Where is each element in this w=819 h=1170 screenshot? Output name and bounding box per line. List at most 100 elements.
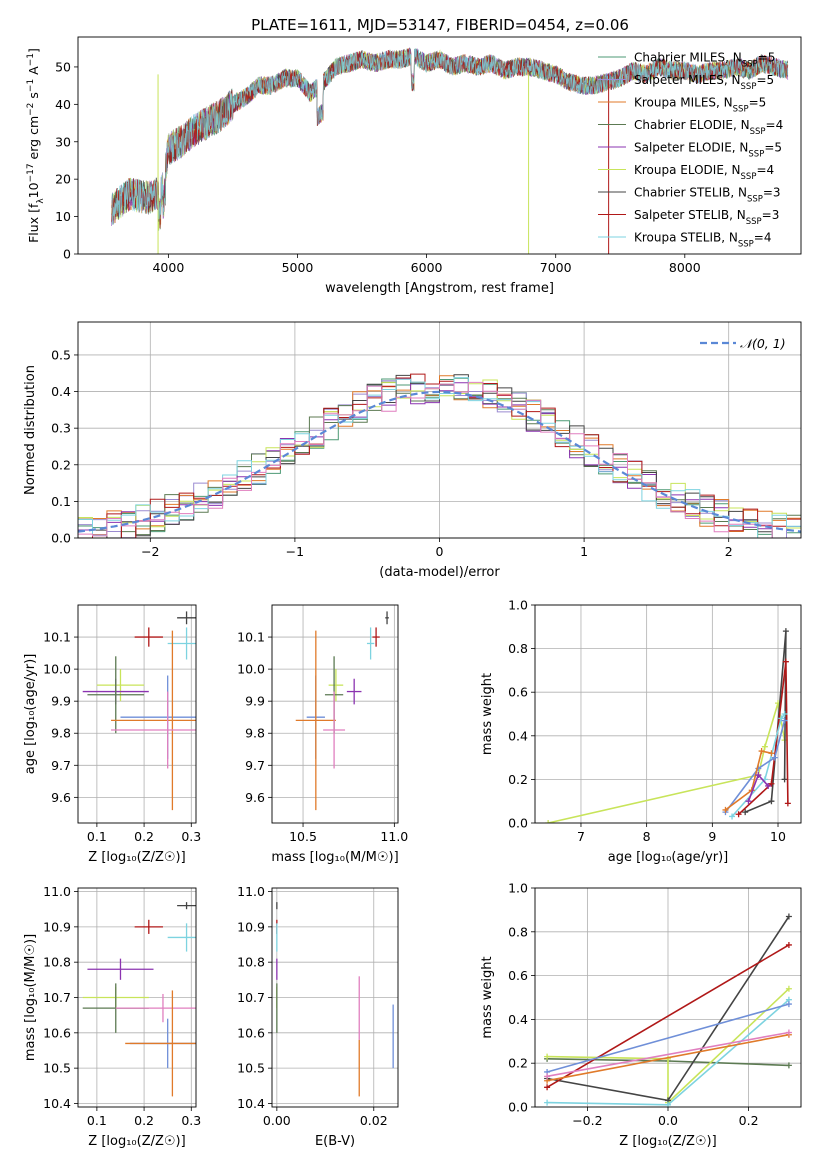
legend-label: Chabrier STELIB, NSSP=3 xyxy=(634,186,781,205)
mass-weight-marker xyxy=(768,750,775,757)
histogram-step xyxy=(78,373,801,538)
y-tick-label: 11.0 xyxy=(237,884,265,899)
plot-area-age_vs_mass xyxy=(295,611,389,811)
y-axis-label: mass weight xyxy=(480,956,495,1038)
x-tick-label: 8000 xyxy=(669,260,701,275)
x-axis-label: Z [log₁₀(Z/Z☉)] xyxy=(619,1134,716,1149)
mass-weight-marker xyxy=(781,776,788,783)
label-part: −17 xyxy=(26,163,36,182)
mass-weight-line xyxy=(546,944,790,1088)
mass-weight-marker xyxy=(722,806,729,813)
x-axis-label: age [log₁₀(age/yr)] xyxy=(608,850,729,865)
y-tick-label: 10.1 xyxy=(237,630,265,645)
mass-weight-line xyxy=(724,720,786,813)
x-tick-label: 0.1 xyxy=(87,829,107,844)
y-tick-label: 0.6 xyxy=(508,968,528,983)
y-tick-label: 0.1 xyxy=(51,494,71,509)
x-tick-label: 9 xyxy=(708,829,716,844)
histogram-step xyxy=(78,381,801,538)
legend-value: =5 xyxy=(764,141,782,155)
label-part: Flux [f xyxy=(26,203,41,243)
axes-age_vs_mass: 10.5 11.0 9.6 9.7 9.8 9.9 10.0 10.1 mass [log₁₀(… xyxy=(237,604,408,865)
mass-weight-marker xyxy=(785,985,792,992)
mass-weight-marker xyxy=(544,1099,551,1106)
y-tick-label: 9.7 xyxy=(245,758,265,773)
y-tick-label: 0.4 xyxy=(508,728,528,743)
y-tick-label: 0.0 xyxy=(51,531,71,546)
y-tick-label: 10.8 xyxy=(237,955,265,970)
axes-spectrum: 4000 5000 6000 7000 8000 0 10 20 30 40 50 wavelengt… xyxy=(26,36,802,296)
x-tick-label: 2 xyxy=(725,544,733,559)
y-tick-label: 0.2 xyxy=(508,1056,528,1071)
label-part: erg cm xyxy=(26,116,41,164)
x-axis-label: wavelength [Angstrom, rest frame] xyxy=(325,281,554,296)
legend-value: =5 xyxy=(749,96,767,110)
y-tick-label: 20 xyxy=(55,172,71,187)
legend-text: Kroupa ELODIE, N xyxy=(634,163,741,177)
legend-text: Kroupa MILES, N xyxy=(634,96,733,110)
mass-weight-line xyxy=(546,1033,790,1082)
legend-text: Chabrier ELODIE, N xyxy=(634,118,750,132)
axes-massweight_vs_age: 7 8 9 10 0.0 0.2 0.4 0.6 0.8 1.0 age [log₁₀(age/yr… xyxy=(480,598,802,865)
x-tick-label: 0.02 xyxy=(360,1113,388,1128)
axes-massweight_vs_Z: −0.2 0.0 0.2 0.0 0.2 0.4 0.6 0.8 1.0 Z [log₁₀(Z/Z… xyxy=(480,881,802,1149)
gaussian-curve xyxy=(78,390,801,533)
y-tick-label: 9.7 xyxy=(51,758,71,773)
legend-label: Chabrier MILES, NSSP=5 xyxy=(634,51,775,70)
y-tick-label: 0.3 xyxy=(51,421,71,436)
mass-weight-marker xyxy=(785,941,792,948)
mass-weight-marker xyxy=(745,798,752,805)
y-tick-label: 30 xyxy=(55,134,71,149)
y-tick-label: 40 xyxy=(55,97,71,112)
axes-frame xyxy=(271,887,399,1108)
legend-sub: SSP xyxy=(748,150,764,160)
mass-weight-marker xyxy=(758,748,765,755)
legend-sub: SSP xyxy=(742,60,758,70)
x-tick-label: 10 xyxy=(770,829,786,844)
mass-weight-marker xyxy=(768,798,775,805)
legend-label: 𝒩(0, 1) xyxy=(740,336,786,351)
x-tick-label: −2 xyxy=(141,544,159,559)
y-tick-label: 10.4 xyxy=(237,1096,265,1111)
y-tick-label: 0 xyxy=(63,247,71,262)
y-tick-label: 0.4 xyxy=(508,1012,528,1027)
x-axis-label: Z [log₁₀(Z/Z☉)] xyxy=(88,1134,185,1149)
y-tick-label: 0.2 xyxy=(508,772,528,787)
x-tick-label: 0.2 xyxy=(739,1113,759,1128)
legend-sub: SSP xyxy=(741,82,757,92)
mass-weight-marker xyxy=(544,1073,551,1080)
label-part: −1 xyxy=(26,79,36,92)
y-tick-label: 9.8 xyxy=(245,726,265,741)
legend-text: Kroupa STELIB, N xyxy=(634,231,738,245)
axes-residuals: −2 −1 0 1 2 0.0 0.1 0.2 0.3 0.4 0.5 (data-model)/er… xyxy=(23,321,802,580)
axes-mass_vs_EBV: 0.00 0.02 10.4 10.5 10.6 10.7 10.8 10.9 11.0 E(B-… xyxy=(237,884,399,1149)
y-tick-label: 10.9 xyxy=(43,919,71,934)
mass-weight-line xyxy=(725,750,772,811)
y-tick-label: 0.6 xyxy=(508,685,528,700)
legend-sub: SSP xyxy=(733,105,749,115)
x-tick-label: 0.3 xyxy=(181,829,201,844)
x-tick-label: −1 xyxy=(286,544,304,559)
plot-area-spectrum xyxy=(111,47,789,254)
x-tick-label: 7000 xyxy=(540,260,572,275)
label-part: 10 xyxy=(26,182,41,198)
mass-weight-marker xyxy=(742,809,749,816)
x-tick-label: 6000 xyxy=(411,260,443,275)
mass-weight-line xyxy=(546,1003,790,1073)
legend-text: Salpeter MILES, N xyxy=(634,73,741,87)
mass-weight-marker xyxy=(782,658,789,665)
legend-label: Salpeter STELIB, NSSP=3 xyxy=(634,208,779,227)
mass-weight-marker xyxy=(761,743,768,750)
legend-sub: SSP xyxy=(741,172,757,182)
label-part: λ xyxy=(36,198,46,204)
y-tick-label: 10.6 xyxy=(43,1025,71,1040)
axes-age_vs_Z: 0.1 0.2 0.3 9.6 9.7 9.8 9.9 10.0 10.1 age [log₁₀(… xyxy=(23,604,201,865)
x-tick-label: 0.0 xyxy=(658,1113,678,1128)
plot-area-residuals xyxy=(78,373,801,538)
legend-text: Salpeter STELIB, N xyxy=(634,208,746,222)
legend-label: Kroupa MILES, NSSP=5 xyxy=(634,96,766,115)
y-tick-label: 9.6 xyxy=(51,790,71,805)
mass-weight-marker xyxy=(785,1062,792,1069)
legend-value: =4 xyxy=(756,163,774,177)
plot-area-mass_vs_EBV xyxy=(276,902,394,1097)
